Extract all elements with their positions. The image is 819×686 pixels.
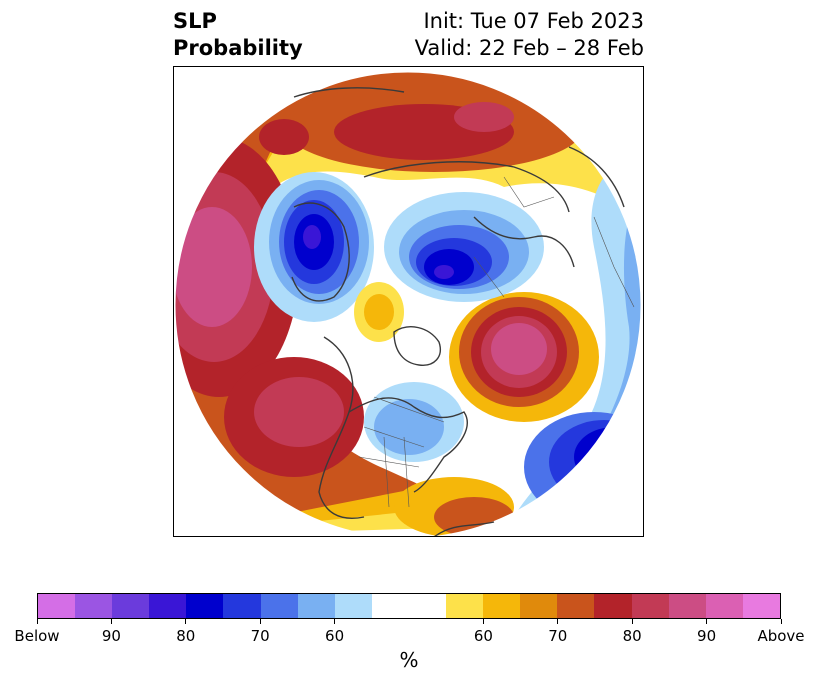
- colorbar-cell: [260, 594, 298, 618]
- date-info: Init: Tue 07 Feb 2023 Valid: 22 Feb – 28…: [415, 8, 644, 62]
- colorbar-cell: [668, 594, 706, 618]
- map-title: SLP Probability: [173, 8, 303, 62]
- colorbar-tick-label: 70: [250, 627, 270, 645]
- title-line-1: SLP: [173, 9, 217, 33]
- colorbar-tick-mark: [706, 619, 708, 624]
- colorbar-cell: [223, 594, 261, 618]
- colorbar-unit: %: [399, 648, 419, 672]
- colorbar-cell: [186, 594, 224, 618]
- colorbar-tick-label: Above: [757, 627, 805, 645]
- colorbar-cell: [334, 594, 372, 618]
- colorbar-tick-label: 80: [176, 627, 196, 645]
- colorbar-cell: [371, 594, 409, 618]
- colorbar-cell: [520, 594, 558, 618]
- colorbar-cell: [446, 594, 484, 618]
- colorbar-cell: [408, 594, 447, 618]
- borders: [358, 176, 635, 508]
- colorbar-tick-mark: [110, 619, 112, 624]
- colorbar-cell: [705, 594, 743, 618]
- colorbar-tick-mark: [36, 619, 38, 624]
- colorbar-cell: [75, 594, 113, 618]
- colorbar-tick-mark: [780, 619, 782, 624]
- colorbar-tick-label: 60: [473, 627, 493, 645]
- valid-range: Valid: 22 Feb – 28 Feb: [414, 36, 644, 60]
- colorbar-cell: [557, 594, 595, 618]
- colorbar-tick-label: 60: [325, 627, 345, 645]
- colorbar-cell: [742, 594, 780, 618]
- colorbar-cell: [112, 594, 150, 618]
- colorbar-tick-mark: [334, 619, 336, 624]
- colorbar-tick-mark: [631, 619, 633, 624]
- colorbar-cell: [149, 594, 187, 618]
- colorbar-tick-mark: [185, 619, 187, 624]
- coastlines: [291, 87, 625, 536]
- map-panel: [173, 66, 644, 537]
- title-line-2: Probability: [173, 36, 303, 60]
- colorbar-tick-label: 80: [622, 627, 642, 645]
- colorbar-cell: [594, 594, 632, 618]
- colorbar-cell: [483, 594, 521, 618]
- colorbar-tick-mark: [557, 619, 559, 624]
- colorbar-cell: [631, 594, 669, 618]
- colorbar-tick-label: 70: [548, 627, 568, 645]
- colorbar-tick-label: 90: [697, 627, 717, 645]
- init-date: Init: Tue 07 Feb 2023: [423, 9, 644, 33]
- map-boundary: [174, 71, 642, 536]
- colorbar-cell: [38, 594, 76, 618]
- colorbar: [37, 593, 781, 619]
- probability-field: [175, 72, 641, 536]
- colorbar-tick-mark: [482, 619, 484, 624]
- colorbar-tick-mark: [259, 619, 261, 624]
- colorbar-tick-label: 90: [101, 627, 121, 645]
- colorbar-tick-label: Below: [14, 627, 60, 645]
- colorbar-cell: [297, 594, 335, 618]
- polar-map: [174, 71, 642, 536]
